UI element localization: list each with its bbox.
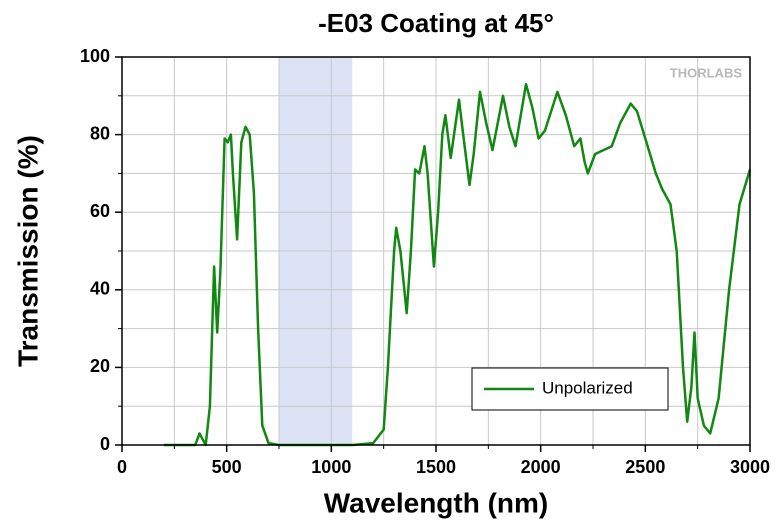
x-tick-label: 2000 bbox=[521, 457, 561, 477]
x-tick-label: 500 bbox=[212, 457, 242, 477]
y-tick-label: 100 bbox=[80, 46, 110, 66]
y-axis-label: Transmission (%) bbox=[12, 135, 43, 367]
y-tick-label: 0 bbox=[100, 434, 110, 454]
x-tick-label: 3000 bbox=[730, 457, 770, 477]
y-tick-label: 20 bbox=[90, 356, 110, 376]
y-tick-label: 60 bbox=[90, 201, 110, 221]
x-tick-label: 0 bbox=[117, 457, 127, 477]
chart-title: -E03 Coating at 45° bbox=[318, 8, 554, 38]
data-line bbox=[163, 82, 752, 447]
y-tick-label: 40 bbox=[90, 279, 110, 299]
x-axis-label: Wavelength (nm) bbox=[324, 487, 549, 518]
y-tick-label: 80 bbox=[90, 123, 110, 143]
x-tick-label: 1000 bbox=[311, 457, 351, 477]
legend-label: Unpolarized bbox=[542, 378, 633, 397]
x-tick-label: 2500 bbox=[625, 457, 665, 477]
x-tick-label: 1500 bbox=[416, 457, 456, 477]
watermark: THORLABS bbox=[670, 65, 743, 80]
